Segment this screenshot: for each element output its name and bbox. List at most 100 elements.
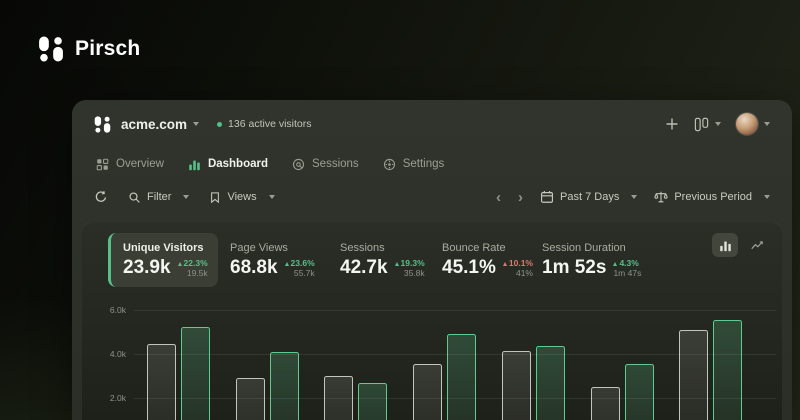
tab-dashboard[interactable]: Dashboard — [188, 158, 268, 171]
date-range-label: Past 7 Days — [560, 191, 620, 203]
views-button[interactable]: Views — [209, 191, 275, 204]
active-visitors-label: 136 active visitors — [228, 118, 312, 130]
filter-button[interactable]: Filter — [128, 191, 190, 204]
stat-compare: 1m 47s — [613, 267, 642, 278]
stat-compare: 19.5k — [186, 267, 208, 278]
chart-bar-current[interactable] — [181, 326, 210, 420]
chevron-down-icon[interactable] — [193, 122, 200, 126]
tab-label: Dashboard — [207, 158, 269, 170]
chart-bar-current[interactable] — [358, 382, 388, 420]
stat-delta: 23.6% — [284, 258, 315, 269]
chart-bar-current[interactable] — [447, 334, 477, 420]
tab-sessions[interactable]: Sessions — [292, 158, 359, 171]
arrow-up-icon — [284, 261, 289, 266]
dashboard-content: Unique Visitors 23.9k 22.3% 19.5k Page V… — [82, 222, 782, 420]
chart-type-toggles — [712, 233, 770, 257]
stat-compare: 35.8k — [403, 267, 425, 278]
bar-chart-toggle[interactable] — [712, 233, 738, 257]
chart-bar-previous[interactable] — [235, 378, 265, 420]
chevron-down-icon — [764, 195, 770, 199]
chart-bar-previous[interactable] — [147, 344, 176, 420]
chart-bar-previous[interactable] — [324, 376, 354, 420]
stat-label: Page Views — [230, 242, 288, 254]
toolbar: Filter Views ‹ › — [72, 178, 792, 216]
chevron-down-icon — [764, 122, 770, 126]
next-period-arrow[interactable]: › — [518, 188, 524, 206]
filter-label: Filter — [147, 191, 172, 203]
stat-compare: 41% — [515, 267, 533, 278]
tab-overview[interactable]: Overview — [96, 158, 164, 171]
site-selector[interactable]: acme.com — [121, 116, 188, 132]
stat-page-views[interactable]: Page Views 68.8k 23.6% 55.7k — [230, 233, 328, 287]
stat-value: 45.1% — [442, 257, 496, 278]
comparison-label: Previous Period — [674, 191, 752, 203]
chart-bar-previous[interactable] — [413, 363, 443, 420]
stat-session-duration[interactable]: Session Duration 1m 52s 4.3% 1m 47s — [542, 233, 642, 287]
visitors-bar-chart: 2.0k 4.0k 6.0k — [96, 299, 776, 420]
stat-delta: 22.3% — [177, 258, 208, 269]
y-axis-tick: 4.0k — [109, 349, 126, 359]
chart-bar-current[interactable] — [713, 319, 743, 420]
chevron-down-icon — [183, 195, 190, 199]
gridline — [134, 354, 776, 355]
user-menu-button[interactable] — [736, 113, 770, 135]
gridline — [134, 398, 776, 399]
stat-delta: 19.3% — [394, 258, 425, 269]
stat-sessions[interactable]: Sessions 42.7k 19.3% 35.8k — [340, 233, 430, 287]
main-nav: Overview Dashboard Sessions — [72, 148, 792, 178]
line-chart-toggle[interactable] — [744, 233, 770, 257]
chart-bar-previous[interactable] — [679, 329, 709, 420]
add-button[interactable] — [665, 117, 679, 131]
chevron-down-icon — [631, 195, 638, 199]
comparison-picker[interactable]: Previous Period — [654, 190, 770, 204]
site-logo-icon — [94, 115, 111, 133]
stat-value: 1m 52s — [542, 257, 607, 278]
stat-delta: 4.3% — [613, 258, 641, 269]
chevron-down-icon — [715, 122, 721, 126]
bar-chart-plot — [134, 299, 776, 420]
stat-unique-visitors[interactable]: Unique Visitors 23.9k 22.3% 19.5k — [108, 233, 218, 287]
chart-bar-current[interactable] — [535, 346, 565, 420]
views-label: Views — [227, 191, 257, 203]
gridline — [134, 310, 776, 311]
dashboard-panel: acme.com 136 active visitors — [72, 100, 792, 420]
brand: Pirsch — [38, 36, 140, 62]
stat-compare: 55.7k — [293, 267, 315, 278]
stat-bounce-rate[interactable]: Bounce Rate 45.1% 10.1% 41% — [442, 233, 533, 287]
arrow-up-icon — [502, 261, 507, 266]
tab-label: Sessions — [312, 158, 359, 170]
arrow-up-icon — [613, 261, 618, 266]
stat-label: Session Duration — [542, 242, 626, 254]
y-axis-tick: 2.0k — [109, 393, 126, 403]
stat-label: Sessions — [340, 242, 385, 254]
chevron-down-icon — [268, 195, 275, 199]
stat-label: Unique Visitors — [123, 242, 204, 254]
brand-name: Pirsch — [75, 37, 141, 60]
stat-delta: 10.1% — [502, 258, 533, 269]
panel-header: acme.com 136 active visitors — [72, 100, 792, 148]
stat-value: 42.7k — [340, 257, 388, 278]
date-range-picker[interactable]: Past 7 Days — [540, 190, 638, 204]
arrow-up-icon — [394, 261, 399, 266]
live-dot-icon — [217, 121, 223, 127]
chart-bar-previous[interactable] — [590, 387, 620, 420]
refresh-button[interactable] — [94, 190, 108, 204]
tab-label: Overview — [116, 158, 164, 170]
tab-settings[interactable]: Settings — [383, 158, 445, 171]
y-axis-tick: 6.0k — [109, 305, 126, 315]
active-visitors[interactable]: 136 active visitors — [217, 118, 312, 130]
chart-bar-current[interactable] — [269, 351, 299, 420]
pirsch-logo-icon — [38, 36, 64, 62]
layout-switcher-button[interactable] — [694, 117, 721, 132]
stat-value: 23.9k — [123, 257, 171, 278]
avatar — [736, 113, 758, 135]
tab-label: Settings — [402, 158, 445, 170]
stat-value: 68.8k — [230, 257, 278, 278]
prev-period-arrow[interactable]: ‹ — [496, 188, 502, 206]
chart-bar-previous[interactable] — [501, 350, 531, 420]
stats-row: Unique Visitors 23.9k 22.3% 19.5k Page V… — [82, 223, 782, 287]
arrow-up-icon — [177, 261, 182, 266]
chart-bar-current[interactable] — [624, 363, 654, 420]
stat-label: Bounce Rate — [442, 242, 506, 254]
